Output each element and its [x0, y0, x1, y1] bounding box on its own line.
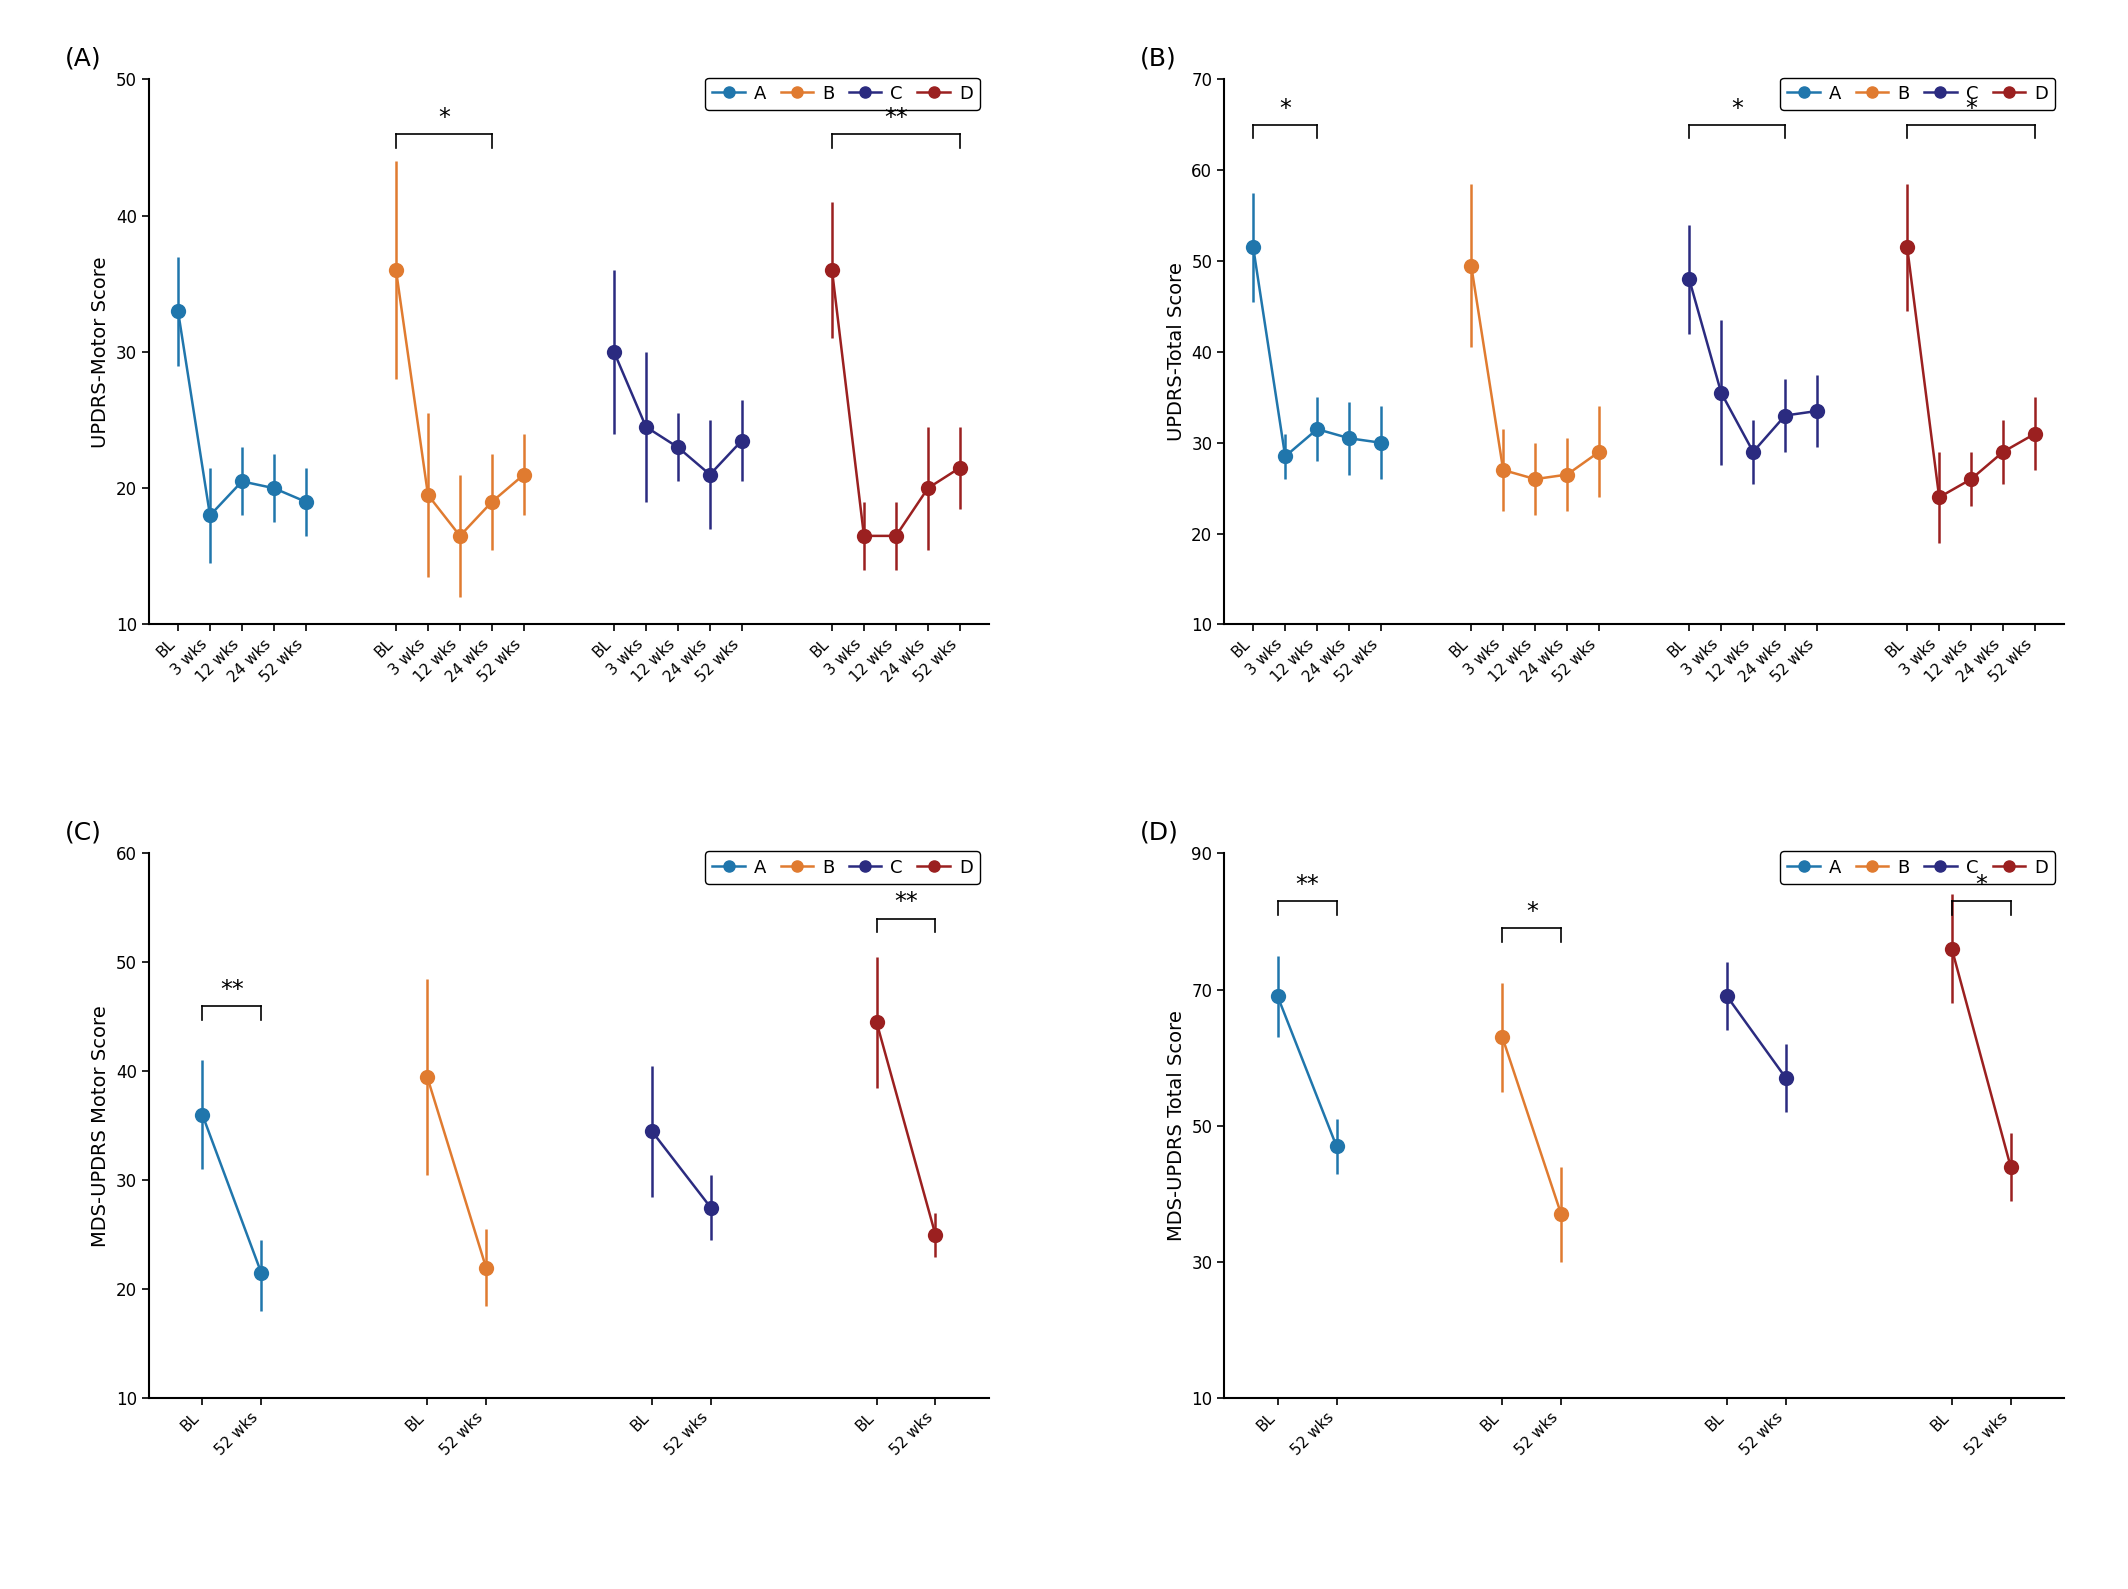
Text: *: * [1966, 97, 1977, 121]
Text: **: ** [219, 977, 245, 1001]
Text: **: ** [1296, 872, 1319, 896]
Text: (A): (A) [66, 46, 102, 72]
Text: *: * [1732, 97, 1743, 121]
Y-axis label: MDS-UPDRS Motor Score: MDS-UPDRS Motor Score [92, 1004, 111, 1247]
Text: **: ** [894, 890, 917, 914]
Text: (B): (B) [1141, 46, 1177, 72]
Text: *: * [1279, 97, 1292, 121]
Legend: A, B, C, D: A, B, C, D [704, 852, 979, 883]
Legend: A, B, C, D: A, B, C, D [704, 78, 979, 110]
Text: **: ** [883, 105, 909, 130]
Legend: A, B, C, D: A, B, C, D [1781, 852, 2056, 883]
Y-axis label: UPDRS-Total Score: UPDRS-Total Score [1166, 262, 1185, 442]
Y-axis label: UPDRS-Motor Score: UPDRS-Motor Score [92, 256, 111, 448]
Legend: A, B, C, D: A, B, C, D [1781, 78, 2056, 110]
Text: *: * [1526, 899, 1539, 923]
Text: (D): (D) [1141, 820, 1179, 845]
Text: (C): (C) [66, 820, 102, 845]
Text: *: * [1975, 872, 1988, 896]
Y-axis label: MDS-UPDRS Total Score: MDS-UPDRS Total Score [1166, 1011, 1185, 1241]
Text: *: * [438, 105, 449, 130]
